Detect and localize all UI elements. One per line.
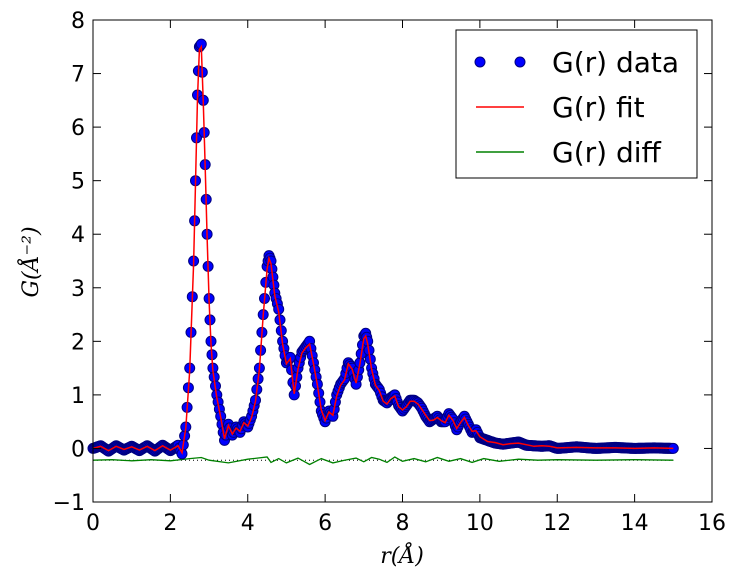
- x-tick-label: 0: [86, 511, 100, 536]
- y-tick-label: 8: [71, 9, 85, 34]
- x-tick-label: 6: [318, 511, 332, 536]
- x-tick-label: 2: [163, 511, 177, 536]
- x-tick-label: 12: [543, 511, 571, 536]
- y-tick-label: 1: [71, 384, 85, 409]
- legend: G(r) data G(r) fit G(r) diff: [455, 29, 698, 179]
- y-tick-label: 2: [71, 330, 85, 355]
- legend-label: G(r) fit: [552, 91, 645, 124]
- y-tick-label: 4: [71, 223, 85, 248]
- y-axis-label: G(Å⁻²): [16, 226, 44, 297]
- y-tick-label: 3: [71, 277, 85, 302]
- x-tick-label: 16: [698, 511, 726, 536]
- legend-box: [455, 29, 698, 179]
- x-tick-label: 4: [241, 511, 255, 536]
- legend-marker-data: [474, 56, 486, 68]
- y-tick-label: −1: [53, 491, 85, 516]
- legend-label: G(r) data: [552, 46, 679, 79]
- x-tick-label: 14: [621, 511, 649, 536]
- y-tick-label: 6: [71, 116, 85, 141]
- series-fit-line: [92, 44, 674, 455]
- legend-marker-data: [514, 56, 526, 68]
- legend-label: G(r) diff: [552, 136, 662, 169]
- y-tick-label: 5: [71, 170, 85, 195]
- y-tick-label: 0: [71, 437, 85, 462]
- fit-layer: [92, 44, 674, 455]
- x-tick-label: 8: [396, 511, 410, 536]
- series-diff-line: [92, 456, 674, 466]
- y-tick-label: 7: [71, 63, 85, 88]
- x-axis-label: r(Å): [380, 541, 424, 569]
- diff-layer: [92, 456, 674, 466]
- x-tick-label: 10: [466, 511, 494, 536]
